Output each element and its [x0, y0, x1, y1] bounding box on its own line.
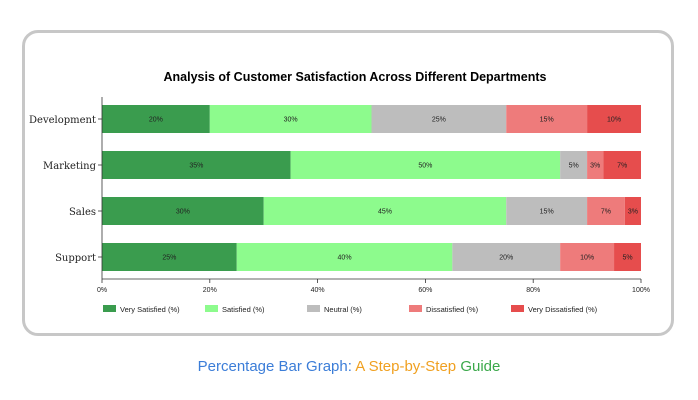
bar-value-label: 3%	[628, 209, 638, 216]
bar-value-label: 45%	[378, 209, 392, 216]
bar-value-label: 30%	[284, 117, 298, 124]
bar-value-label: 15%	[540, 117, 554, 124]
legend-label: Satisfied (%)	[222, 305, 265, 314]
y-tick-label: Development	[29, 115, 96, 126]
legend: Very Satisfied (%) Satisfied (%) Neutral (…	[103, 305, 598, 314]
bar-segment	[587, 105, 641, 133]
y-tick-label: Sales	[69, 207, 96, 218]
bar-segment	[560, 151, 588, 179]
bar-segment	[236, 243, 453, 271]
caption-part-3: Guide	[460, 358, 501, 375]
bar-segment	[624, 197, 641, 225]
legend-label: Neutral (%)	[324, 305, 362, 314]
page-caption: Percentage Bar Graph: A Step-by-Step Gui…	[0, 357, 698, 377]
bar-value-label: 3%	[590, 163, 600, 170]
legend-swatch	[409, 305, 422, 312]
bar-segment	[560, 243, 615, 271]
chart-frame	[22, 30, 674, 336]
bar-segment	[290, 151, 561, 179]
legend-label: Dissatisfied (%)	[426, 305, 479, 314]
bar-segment	[102, 151, 291, 179]
bar-value-label: 15%	[540, 209, 554, 216]
x-tick-label: 80%	[526, 287, 540, 294]
bar-segment	[102, 197, 264, 225]
bar-value-label: 20%	[499, 255, 513, 262]
bar-segment	[587, 197, 625, 225]
bar-segment	[603, 151, 641, 179]
bar-value-label: 40%	[338, 255, 352, 262]
bar-value-label: 25%	[432, 117, 446, 124]
x-axis: 0% 20% 40% 60% 80% 100%	[97, 97, 650, 294]
y-tick-label: Support	[55, 253, 96, 264]
caption-part-1: Percentage Bar Graph:	[197, 358, 356, 375]
bar-value-label: 10%	[607, 117, 621, 124]
legend-swatch	[511, 305, 524, 312]
bar-segment	[506, 105, 588, 133]
bar-value-label: 20%	[149, 117, 163, 124]
bar-segment	[263, 197, 507, 225]
bar-value-label: 30%	[176, 209, 190, 216]
x-tick-label: 60%	[418, 287, 432, 294]
chart-title: Analysis of Customer Satisfaction Across…	[164, 70, 547, 84]
legend-label: Very Satisfied (%)	[120, 305, 180, 314]
caption-part-2: A Step-by-Step	[355, 358, 461, 375]
bar-segment	[371, 105, 507, 133]
x-tick-label: 0%	[97, 287, 107, 294]
x-tick-label: 20%	[203, 287, 217, 294]
bars-layer: 20% 30% 25% 15% 10% 35% 50% 5% 3% 7% 30% 45% 15% 7% 3%…	[102, 105, 641, 271]
y-axis: Development Marketing Sales Support	[29, 115, 102, 264]
bar-segment	[102, 243, 237, 271]
bar-segment	[587, 151, 604, 179]
x-tick-label: 100%	[632, 287, 650, 294]
bar-value-label: 35%	[189, 163, 203, 170]
bar-value-label: 50%	[418, 163, 432, 170]
bar-segment	[452, 243, 561, 271]
bar-segment	[506, 197, 588, 225]
bar-value-label: 25%	[162, 255, 176, 262]
y-tick-label: Marketing	[43, 161, 97, 172]
bar-value-label: 5%	[569, 163, 579, 170]
bar-segment	[102, 105, 210, 133]
legend-swatch	[307, 305, 320, 312]
legend-swatch	[205, 305, 218, 312]
x-tick-label: 40%	[311, 287, 325, 294]
legend-label: Very Dissatisfied (%)	[528, 305, 598, 314]
bar-value-label: 5%	[622, 255, 632, 262]
legend-swatch	[103, 305, 116, 312]
bar-segment	[614, 243, 641, 271]
bar-value-label: 10%	[580, 255, 594, 262]
bar-value-label: 7%	[617, 163, 627, 170]
bar-value-label: 7%	[601, 209, 611, 216]
bar-segment	[209, 105, 372, 133]
